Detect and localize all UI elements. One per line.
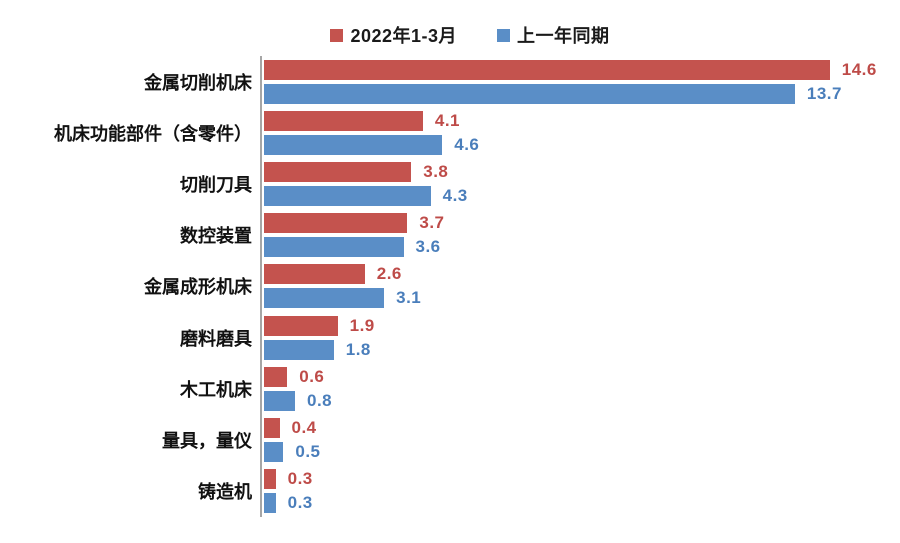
category-bars: 0.4 0.5 bbox=[264, 418, 884, 463]
category-bars: 2.6 3.1 bbox=[264, 264, 884, 309]
category-group: 金属成形机床 2.6 3.1 bbox=[0, 261, 900, 312]
value-label: 2.6 bbox=[376, 264, 402, 284]
bar-current-period bbox=[264, 315, 338, 336]
legend-swatch-icon bbox=[330, 28, 344, 42]
bar-line: 13.7 bbox=[264, 83, 884, 104]
bar-line: 0.3 bbox=[264, 493, 884, 514]
category-label: 量具，量仪 bbox=[162, 431, 252, 452]
value-label: 0.3 bbox=[287, 469, 313, 489]
bar-current-period bbox=[264, 162, 412, 183]
bar-line: 3.6 bbox=[264, 237, 884, 258]
bar-previous-period bbox=[264, 493, 276, 514]
category-bars: 0.6 0.8 bbox=[264, 366, 884, 411]
bar-previous-period bbox=[264, 442, 284, 463]
chart-legend: 2022年1-3月 上一年同期 bbox=[20, 0, 900, 48]
category-bars: 1.9 1.8 bbox=[264, 315, 884, 360]
category-bars: 3.7 3.6 bbox=[264, 213, 884, 258]
bar-line: 1.8 bbox=[264, 339, 884, 360]
category-group: 铸造机 0.3 0.3 bbox=[0, 466, 900, 517]
value-label: 0.8 bbox=[307, 390, 333, 410]
bar-current-period bbox=[264, 264, 365, 285]
plot-area: 金属切削机床 14.6 13.7 机床功能部件（含零件） 4.1 4.6 切削刀具 3.8 4.… bbox=[0, 56, 900, 517]
category-label: 机床功能部件（含零件） bbox=[54, 123, 252, 144]
category-bars: 14.6 13.7 bbox=[264, 59, 884, 104]
bar-current-period bbox=[264, 418, 280, 439]
category-group: 金属切削机床 14.6 13.7 bbox=[0, 56, 900, 107]
category-bars: 4.1 4.6 bbox=[264, 110, 884, 155]
bar-line: 4.6 bbox=[264, 134, 884, 155]
bar-line: 3.8 bbox=[264, 162, 884, 183]
bar-current-period bbox=[264, 59, 830, 80]
value-label: 3.7 bbox=[419, 213, 445, 233]
category-label: 切削刀具 bbox=[180, 175, 252, 196]
plot-rows: 金属切削机床 14.6 13.7 机床功能部件（含零件） 4.1 4.6 切削刀具 3.8 4.… bbox=[0, 56, 900, 517]
category-label: 数控装置 bbox=[180, 226, 252, 247]
category-group: 磨料磨具 1.9 1.8 bbox=[0, 312, 900, 363]
value-label: 13.7 bbox=[806, 83, 842, 103]
legend-item-1: 上一年同期 bbox=[497, 22, 610, 48]
category-label: 磨料磨具 bbox=[180, 328, 252, 349]
legend-item-0: 2022年1-3月 bbox=[330, 22, 457, 48]
value-label: 3.6 bbox=[415, 237, 441, 257]
bar-line: 3.7 bbox=[264, 213, 884, 234]
category-label: 木工机床 bbox=[180, 379, 252, 400]
bar-line: 0.3 bbox=[264, 469, 884, 490]
category-group: 机床功能部件（含零件） 4.1 4.6 bbox=[0, 107, 900, 158]
bar-current-period bbox=[264, 110, 423, 131]
bar-previous-period bbox=[264, 288, 385, 309]
bar-line: 0.8 bbox=[264, 390, 884, 411]
category-group: 切削刀具 3.8 4.3 bbox=[0, 158, 900, 209]
legend-swatch-icon bbox=[497, 28, 511, 42]
category-group: 木工机床 0.6 0.8 bbox=[0, 363, 900, 414]
y-axis-line bbox=[260, 56, 262, 517]
bar-previous-period bbox=[264, 390, 295, 411]
bar-previous-period bbox=[264, 134, 443, 155]
bar-line: 0.5 bbox=[264, 442, 884, 463]
value-label: 3.8 bbox=[423, 162, 449, 182]
bar-line: 0.6 bbox=[264, 366, 884, 387]
bar-line: 0.4 bbox=[264, 418, 884, 439]
value-label: 4.1 bbox=[434, 110, 461, 130]
category-label: 铸造机 bbox=[198, 482, 252, 503]
category-label: 金属成形机床 bbox=[144, 277, 252, 298]
value-label: 1.9 bbox=[349, 315, 375, 335]
category-group: 数控装置 3.7 3.6 bbox=[0, 210, 900, 261]
bar-line: 2.6 bbox=[264, 264, 884, 285]
value-label: 0.6 bbox=[299, 366, 325, 386]
value-label: 3.1 bbox=[396, 288, 422, 308]
bar-current-period bbox=[264, 366, 288, 387]
category-bars: 0.3 0.3 bbox=[264, 469, 884, 514]
bar-line: 4.3 bbox=[264, 186, 884, 207]
category-bars: 3.8 4.3 bbox=[264, 162, 884, 207]
category-label: 金属切削机床 bbox=[144, 72, 252, 93]
bar-previous-period bbox=[264, 339, 334, 360]
bar-current-period bbox=[264, 213, 408, 234]
category-group: 量具，量仪 0.4 0.5 bbox=[0, 415, 900, 466]
value-label: 0.5 bbox=[295, 442, 321, 462]
bar-line: 4.1 bbox=[264, 110, 884, 131]
value-label: 4.6 bbox=[454, 134, 480, 154]
value-label: 14.6 bbox=[841, 59, 877, 79]
bar-previous-period bbox=[264, 83, 795, 104]
value-label: 1.8 bbox=[345, 339, 371, 359]
bar-line: 1.9 bbox=[264, 315, 884, 336]
bar-line: 14.6 bbox=[264, 59, 884, 80]
legend-label: 2022年1-3月 bbox=[350, 26, 458, 46]
legend-label: 上一年同期 bbox=[517, 26, 610, 46]
value-label: 0.3 bbox=[287, 493, 313, 513]
bar-line: 3.1 bbox=[264, 288, 884, 309]
value-label: 0.4 bbox=[291, 418, 317, 438]
bar-previous-period bbox=[264, 237, 404, 258]
bar-current-period bbox=[264, 469, 276, 490]
value-label: 4.3 bbox=[442, 186, 468, 206]
bar-previous-period bbox=[264, 186, 431, 207]
